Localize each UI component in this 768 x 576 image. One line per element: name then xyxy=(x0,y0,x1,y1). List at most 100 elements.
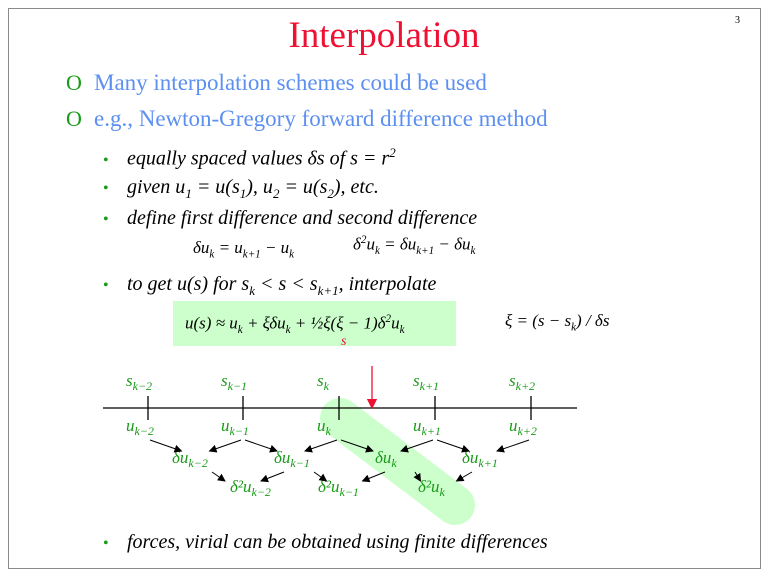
dot-bullet-icon: • xyxy=(103,151,109,169)
u-label: uk+2 xyxy=(509,416,537,438)
slide-title: Interpolation xyxy=(288,15,480,56)
t: u(s) ≈ u xyxy=(185,313,238,333)
sub: k xyxy=(249,283,255,298)
text: , interpolate xyxy=(338,273,437,295)
xi-definition: ξ = (s − sk) / δs xyxy=(505,311,609,333)
sup: 2 xyxy=(389,145,396,160)
u-label: uk xyxy=(317,416,332,438)
text: to get u(s) for s xyxy=(127,273,250,295)
s-label: sk−1 xyxy=(221,371,247,393)
arrow xyxy=(260,471,285,483)
u-label: uk+1 xyxy=(413,416,441,438)
t: k xyxy=(285,324,291,337)
delta-u-label: δuk−1 xyxy=(274,448,310,470)
arrow xyxy=(436,439,470,453)
dot-bullet-icon: • xyxy=(103,211,109,228)
arrow xyxy=(304,439,338,453)
delta-u-label: δuk+1 xyxy=(462,448,498,470)
dot-bullet-icon: • xyxy=(103,277,109,294)
t: = δu xyxy=(379,234,417,254)
t: k xyxy=(209,248,215,261)
t: + ½ξ(ξ − 1)δ xyxy=(290,313,386,333)
t: δu xyxy=(193,238,210,257)
t: u xyxy=(366,234,375,254)
s-label: sk+1 xyxy=(413,371,439,393)
t: ξ = (s − s xyxy=(505,311,572,330)
t: 2 xyxy=(360,234,367,246)
s-label: sk−2 xyxy=(126,371,152,393)
hollow-o-bullet-icon: O xyxy=(66,70,82,95)
arrow xyxy=(211,471,226,482)
sub-bullet-1: • equally spaced values δs of s = r2 xyxy=(103,145,396,171)
sub: k+1 xyxy=(317,283,339,298)
interpolation-formula-highlight xyxy=(173,301,456,346)
text: forces, virial can be obtained using fin… xyxy=(127,531,548,553)
t: − u xyxy=(260,238,290,257)
hollow-o-bullet-icon: O xyxy=(66,106,82,131)
delta2-u-label: δ²uk−2 xyxy=(230,477,271,499)
t: k xyxy=(237,324,243,337)
delta-u-label: δuk−2 xyxy=(172,448,208,470)
sub: 1 xyxy=(239,186,247,201)
t: k+1 xyxy=(242,248,261,261)
bullet-1: O Many interpolation schemes could be use… xyxy=(66,70,487,96)
u-label: uk−2 xyxy=(126,416,154,438)
sub: 1 xyxy=(185,186,192,201)
red-s-label: s xyxy=(341,334,347,349)
delta2-u-label: δ²uk xyxy=(418,477,446,499)
bullet-text: Many interpolation schemes could be used xyxy=(94,70,487,95)
sub-bullet-5: • forces, virial can be obtained using fi… xyxy=(103,531,548,554)
sub-bullet-3: • define first difference and second diff… xyxy=(103,207,477,230)
sub-bullet-4: • to get u(s) for sk < s < sk+1, interpol… xyxy=(103,273,436,299)
arrow xyxy=(496,439,530,453)
s-label: sk xyxy=(317,371,330,393)
t: δ xyxy=(353,234,361,254)
text: equally spaced values δs of s = r xyxy=(127,147,390,170)
t: k xyxy=(571,321,577,334)
text: ), etc. xyxy=(333,176,379,198)
sub: 2 xyxy=(272,186,280,201)
t: u xyxy=(391,313,400,333)
t: 2 xyxy=(385,313,392,325)
u-label: uk−1 xyxy=(221,416,249,438)
highlight-band xyxy=(320,398,475,525)
first-difference-eq: δuk = uk+1 − uk xyxy=(193,238,294,260)
arrow xyxy=(361,471,386,483)
delta2-u-label: δ²uk−1 xyxy=(318,477,359,499)
interpolation-formula: u(s) ≈ uk + ξδuk + ½ξ(ξ − 1)δ2uk xyxy=(185,313,404,336)
second-difference-eq: δ2uk = δuk+1 − δuk xyxy=(353,234,475,257)
arrow xyxy=(455,471,473,482)
page-number: 3 xyxy=(735,15,740,26)
t: + ξδu xyxy=(242,313,286,333)
s-label: sk+2 xyxy=(509,371,535,393)
t: ) / δs xyxy=(576,311,610,330)
t: k+1 xyxy=(416,245,435,258)
arrow xyxy=(149,439,183,453)
sub-bullet-2: • given u1 = u(s1), u2 = u(s2), etc. xyxy=(103,176,379,202)
dot-bullet-icon: • xyxy=(103,535,109,552)
t: k xyxy=(470,245,476,258)
arrow xyxy=(400,439,434,453)
delta-u-label: δuk xyxy=(375,448,397,470)
text: = u(s xyxy=(191,176,240,198)
text: = u(s xyxy=(279,176,328,198)
text: < s < s xyxy=(255,273,318,295)
t: k xyxy=(374,245,380,258)
t: = u xyxy=(214,238,243,257)
text: given u xyxy=(127,176,186,198)
arrow xyxy=(313,471,328,482)
bullet-text: e.g., Newton-Gregory forward difference … xyxy=(94,106,548,131)
arrow xyxy=(208,439,242,453)
slide-frame xyxy=(8,8,761,569)
arrow xyxy=(340,439,374,453)
t: k xyxy=(289,248,295,261)
t: k xyxy=(399,324,405,337)
text: ), u xyxy=(246,176,273,198)
dot-bullet-icon: • xyxy=(103,180,109,197)
arrow xyxy=(244,439,278,453)
sub: 2 xyxy=(327,186,334,201)
text: define first difference and second diffe… xyxy=(127,207,478,229)
